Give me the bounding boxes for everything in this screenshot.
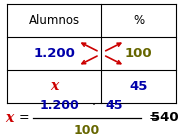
Text: 45: 45	[129, 80, 148, 93]
Text: x: x	[5, 111, 14, 125]
Text: 100: 100	[74, 124, 100, 137]
Text: x: x	[50, 79, 58, 93]
Text: %: %	[133, 14, 144, 27]
Text: =: =	[148, 111, 159, 124]
Text: 45: 45	[105, 99, 123, 112]
Text: Alumnos: Alumnos	[29, 14, 80, 27]
Text: ·: ·	[92, 99, 96, 112]
Text: =: =	[18, 111, 29, 124]
Text: 1.200: 1.200	[33, 47, 75, 60]
Text: 1.200: 1.200	[40, 99, 80, 112]
Text: 540: 540	[151, 111, 178, 124]
Text: 100: 100	[125, 47, 152, 60]
